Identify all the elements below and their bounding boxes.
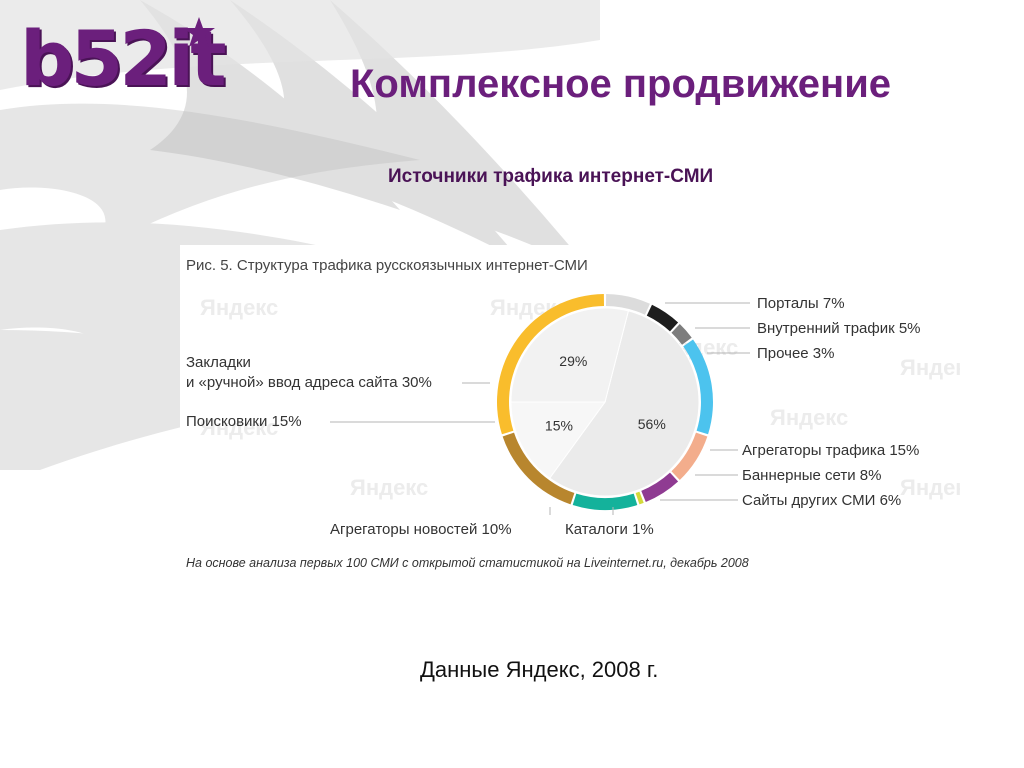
figure-caption: Рис. 5. Структура трафика русскоязычных … [186, 257, 588, 274]
watermark-text: Яндекс [200, 415, 278, 440]
watermark-text: Яндекс [900, 475, 960, 500]
ring-segment [635, 491, 644, 505]
ring-segment [606, 294, 650, 315]
star-icon [183, 17, 215, 47]
ring-segment-label: Баннерные сети 8% [742, 467, 881, 484]
ring-segment-label: Прочее 3% [757, 345, 834, 362]
pie-slice [549, 310, 700, 497]
chart-figure: ЯндексЯндексЯндексЯндексЯндексЯндексЯнде… [180, 245, 960, 585]
ring-segment [646, 304, 679, 332]
watermark-text: Яндекс [350, 475, 428, 500]
ring-segment-label: Внутренний трафик 5% [757, 320, 921, 337]
ring-segment [641, 472, 679, 502]
ring-segment-label: Сайты других СМИ 6% [742, 492, 901, 509]
watermark-text: Яндекс [770, 405, 848, 430]
ring-segment-label: Поисковики 15% [186, 413, 302, 430]
ring-segment-label: Каталоги 1% [565, 521, 654, 538]
ring-segment [572, 493, 638, 510]
ring-segment [683, 339, 713, 435]
pie-slice-label: 15% [545, 417, 573, 433]
ring-segment-label: Агрегаторы новостей 10% [330, 521, 512, 538]
ring-segment [497, 294, 604, 435]
page-title: Комплексное продвижение [350, 62, 892, 106]
page-subtitle: Источники трафика интернет-СМИ [388, 166, 714, 187]
b52it-logo: b52it [20, 14, 230, 104]
pie-slice-label: 29% [559, 353, 587, 369]
ring-segment [671, 324, 692, 345]
footer-source: Данные Яндекс, 2008 г. [420, 657, 659, 682]
watermark-text: Яндекс [200, 295, 278, 320]
ring-segment [671, 432, 708, 480]
source-note: На основе анализа первых 100 СМИ с откры… [186, 556, 749, 570]
pie-slice [510, 307, 629, 403]
ring-segment-label: Агрегаторы трафика 15% [742, 442, 919, 459]
pie-slice-label: 56% [638, 416, 666, 432]
ring-segment [502, 432, 575, 505]
pie-slice [510, 401, 606, 479]
ring-segment-label: Порталы 7% [757, 295, 845, 312]
ring-segment-label: Закладки [186, 354, 251, 371]
traffic-pie-chart: ЯндексЯндексЯндексЯндексЯндексЯндексЯнде… [186, 294, 960, 538]
watermark-text: Яндекс [900, 355, 960, 380]
ring-segment-label: и «ручной» ввод адреса сайта 30% [186, 374, 432, 391]
